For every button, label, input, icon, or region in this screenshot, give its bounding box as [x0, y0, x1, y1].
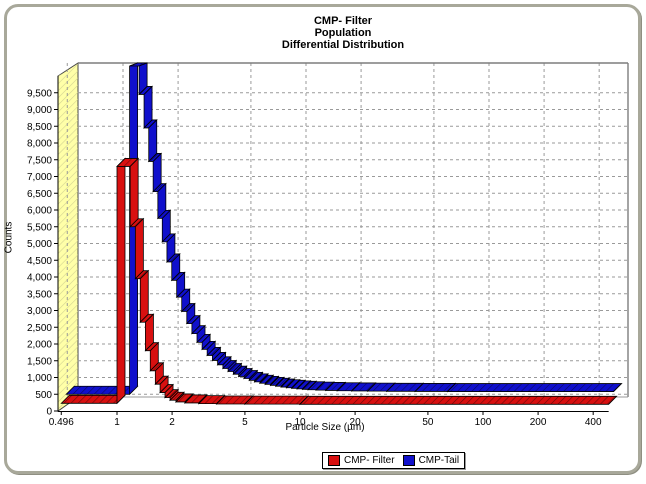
x-tick-label: 100 — [475, 417, 492, 428]
chart-title-line3: Differential Distribution — [281, 39, 405, 51]
x-tick-label: 20 — [350, 417, 362, 428]
legend-item-cmp-filter: CMP- Filter — [328, 455, 395, 466]
chart-title: CMP- Filter Population Differential Dist… — [58, 15, 628, 51]
y-tick-label: 7,000 — [27, 172, 52, 183]
y-tick-label: 0 — [46, 407, 52, 418]
x-tick-label: 400 — [585, 417, 602, 428]
wall-3d — [57, 62, 79, 412]
y-tick-label: 7,500 — [27, 155, 52, 166]
x-tick-label: 0.496 — [49, 417, 74, 428]
legend-label-cmp-tail: CMP-Tail — [418, 455, 460, 466]
y-tick-label: 8,500 — [27, 122, 52, 133]
y-tick-label: 500 — [35, 390, 52, 401]
x-tick-label: 10 — [294, 417, 306, 428]
y-tick-label: 2,000 — [27, 340, 52, 351]
legend-swatch-red — [328, 455, 340, 466]
y-tick-label: 6,500 — [27, 189, 52, 200]
x-tick-label: 200 — [530, 417, 547, 428]
y-axis-title: Counts — [3, 221, 15, 254]
y-tick-label: 9,500 — [27, 88, 52, 99]
y-tick-label: 3,500 — [27, 289, 52, 300]
x-tick-label: 50 — [422, 417, 434, 428]
x-axis-title: Particle Size (µm) — [285, 422, 365, 433]
y-tick-label: 5,000 — [27, 239, 52, 250]
y-tick-label: 3,000 — [27, 306, 52, 317]
y-tick-label: 9,000 — [27, 105, 52, 116]
y-tick-label: 1,000 — [27, 373, 52, 384]
chart-title-line2: Population — [314, 27, 372, 39]
x-tick-label: 1 — [114, 417, 120, 428]
axes: 0 500 1,000 1,500 2,000 2,500 3,000 3,500 4,000 4… — [27, 76, 609, 428]
y-tick-label: 1,500 — [27, 356, 52, 367]
plot-frame — [78, 62, 629, 398]
x-tick-label: 5 — [242, 417, 248, 428]
y-tick-label: 8,000 — [27, 139, 52, 150]
x-tick-label: 2 — [169, 417, 175, 428]
y-tick-label: 4,500 — [27, 256, 52, 267]
y-tick-label: 4,000 — [27, 273, 52, 284]
legend: CMP- Filter CMP-Tail — [322, 452, 466, 469]
y-tick-label: 5,500 — [27, 222, 52, 233]
legend-item-cmp-tail: CMP-Tail — [402, 455, 460, 466]
series-cmp-filter — [60, 157, 618, 406]
y-tick-label: 2,500 — [27, 323, 52, 334]
series-cmp-tail — [65, 62, 623, 396]
legend-swatch-blue — [402, 455, 415, 466]
legend-label-cmp-filter: CMP- Filter — [344, 455, 395, 466]
chart-title-line1: CMP- Filter — [313, 15, 373, 27]
y-tick-label: 6,000 — [27, 206, 52, 217]
